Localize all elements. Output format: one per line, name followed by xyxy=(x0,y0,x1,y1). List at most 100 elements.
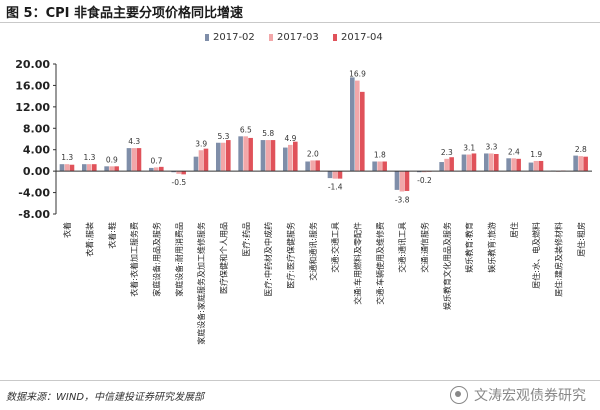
data-source: 数据来源：WIND，中信建投证券研究发展部 xyxy=(6,392,205,403)
x-tick-label: 娱乐教育:教育 xyxy=(464,222,474,273)
data-label: -0.5 xyxy=(172,178,187,187)
x-tick-label: 居住:租房 xyxy=(576,222,586,257)
bar xyxy=(216,142,221,172)
x-tick-label: 医疗:医疗保健服务 xyxy=(286,222,296,289)
bar xyxy=(444,158,449,172)
x-tick-label: 交通:交通工具 xyxy=(330,222,340,273)
bar xyxy=(305,161,310,172)
footer: 数据来源：WIND，中信建投证券研究发展部 文涛宏观债券研究 xyxy=(0,380,600,410)
legend-swatch xyxy=(269,34,273,41)
bar xyxy=(377,161,382,172)
bar xyxy=(350,77,355,172)
legend-label: 2017-02 xyxy=(213,32,255,43)
bar xyxy=(489,153,494,172)
data-label: 5.3 xyxy=(218,132,230,141)
bar xyxy=(538,160,544,172)
bar xyxy=(516,158,521,172)
bar xyxy=(355,80,360,172)
bar xyxy=(422,171,427,173)
x-tick-label: 交通:通讯工具 xyxy=(397,222,407,273)
bar xyxy=(270,140,276,172)
x-tick-label: 居住:水、电及燃料 xyxy=(531,222,541,289)
data-label: 1.9 xyxy=(530,150,542,159)
bar xyxy=(126,148,132,172)
data-label: 16.9 xyxy=(349,70,366,79)
x-tick-label: 家庭设备:耐用消费品 xyxy=(174,222,184,297)
data-label: 3.3 xyxy=(486,142,498,151)
watermark: 文涛宏观债券研究 xyxy=(450,385,586,405)
bar xyxy=(511,158,516,172)
bar xyxy=(248,137,253,172)
data-label: 2.3 xyxy=(441,148,453,157)
bar xyxy=(69,164,75,172)
x-tick-label: 衣着 xyxy=(62,222,72,238)
bar xyxy=(528,162,534,172)
bar xyxy=(404,171,410,191)
x-tick-label: 交通:车用燃料及零配件 xyxy=(353,222,363,305)
bar xyxy=(471,153,477,172)
bar xyxy=(221,142,226,172)
data-label: 4.3 xyxy=(128,137,140,146)
bar xyxy=(92,164,97,172)
data-label: 0.9 xyxy=(106,155,118,164)
y-tick-label: -4.00 xyxy=(18,187,50,200)
data-label: 0.7 xyxy=(151,156,163,165)
x-tick-label: 衣着:衣着加工服务费 xyxy=(129,222,139,297)
x-tick-label: 居住:建房及装修材料 xyxy=(554,222,564,297)
wechat-icon xyxy=(450,386,468,404)
bar xyxy=(439,162,444,172)
bar xyxy=(288,144,293,172)
bar xyxy=(181,171,186,175)
bar-chart: 20.00 16.00 12.00 8.00 4.00 0.00 -4.00 -8.00 1.3… xyxy=(15,32,592,345)
data-label: 2.8 xyxy=(575,145,587,154)
bar xyxy=(64,164,70,172)
bar xyxy=(154,167,159,172)
bar xyxy=(176,171,181,174)
data-label: -3.8 xyxy=(395,196,410,205)
bar xyxy=(573,155,578,172)
x-tick-label: 衣着:服装 xyxy=(85,222,95,257)
x-tick-label: 医疗:中药材及中成药 xyxy=(263,222,273,297)
data-label: 4.9 xyxy=(285,134,297,143)
watermark-text: 文涛宏观债券研究 xyxy=(474,388,586,404)
bar xyxy=(193,156,199,172)
bar xyxy=(332,171,338,179)
data-label: 2.4 xyxy=(508,147,520,156)
bar xyxy=(399,171,405,192)
data-label: 3.1 xyxy=(463,144,475,153)
data-label: 6.5 xyxy=(240,125,252,134)
bar xyxy=(360,91,365,172)
bar xyxy=(159,166,164,172)
y-tick-label: 8.00 xyxy=(23,122,50,135)
x-tick-label: 交通:车辆使用及维修费 xyxy=(375,222,385,305)
legend-swatch xyxy=(205,34,209,41)
bar xyxy=(149,167,154,172)
bar xyxy=(327,171,333,179)
x-tick-label: 医疗:药品 xyxy=(241,222,251,257)
bar xyxy=(506,158,511,172)
bar xyxy=(243,136,248,172)
data-label: 1.8 xyxy=(374,151,386,160)
bar xyxy=(226,140,231,172)
x-tick-label: 衣着:鞋 xyxy=(107,222,117,249)
legend-swatch xyxy=(333,34,337,41)
bar xyxy=(109,166,114,172)
legend-label: 2017-03 xyxy=(277,32,319,43)
bar xyxy=(59,164,65,172)
bar xyxy=(449,157,454,172)
bar xyxy=(310,160,315,172)
bar xyxy=(372,161,377,172)
x-tick-label: 家庭设备:用品及服务 xyxy=(152,222,162,297)
x-tick-label: 交通和通讯:服务 xyxy=(308,222,318,281)
bar xyxy=(484,153,489,172)
bar xyxy=(315,160,320,172)
y-tick-label: 0.00 xyxy=(23,165,50,178)
y-tick-label: 4.00 xyxy=(23,144,50,157)
data-label: 2.0 xyxy=(307,149,319,158)
x-tick-label: 居住 xyxy=(509,222,519,238)
data-label: 5.8 xyxy=(262,129,274,138)
y-tick-label: 20.00 xyxy=(15,58,50,71)
bar xyxy=(87,164,92,172)
bar xyxy=(131,148,137,172)
bar xyxy=(461,154,467,172)
